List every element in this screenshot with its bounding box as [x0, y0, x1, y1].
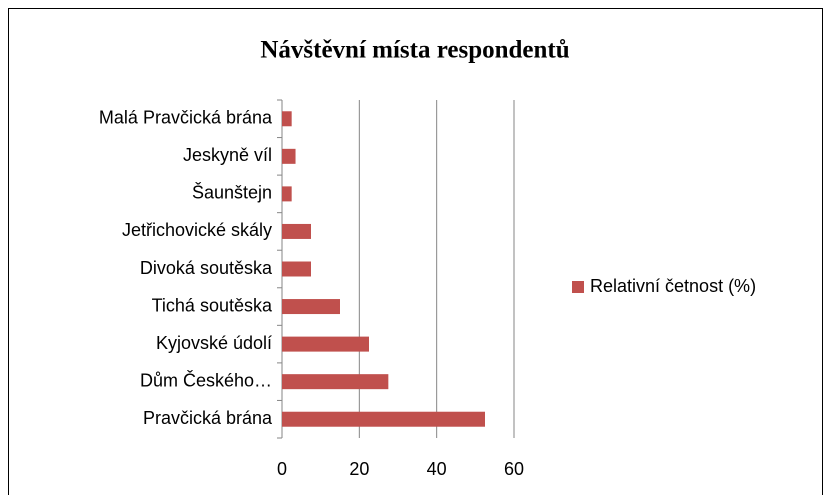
bar [282, 223, 311, 239]
y-tick-label: Dům Českého… [140, 369, 272, 390]
y-tick-label: Jetřichovické skály [122, 220, 272, 240]
y-tick-label: Divoká soutěska [140, 258, 273, 278]
y-tick-label: Jeskyně víl [183, 145, 272, 165]
bar [282, 186, 292, 202]
x-tick-label: 60 [504, 459, 524, 479]
bar [282, 411, 485, 427]
chart-title: Návštěvní místa respondentů [260, 37, 569, 64]
bar [282, 299, 340, 315]
y-tick-label: Tichá soutěska [152, 295, 273, 315]
y-tick-label: Malá Pravčická brána [99, 108, 273, 128]
y-tick-label: Pravčická brána [143, 408, 273, 428]
x-tick-label: 40 [427, 459, 447, 479]
bar [282, 374, 389, 390]
legend-swatch [572, 281, 584, 293]
x-tick-label: 0 [277, 459, 287, 479]
y-tick-label: Kyjovské údolí [156, 333, 272, 353]
x-tick-label: 20 [349, 459, 369, 479]
bar [282, 111, 292, 127]
bar [282, 261, 311, 277]
bar [282, 336, 369, 352]
bar [282, 148, 296, 164]
legend-label: Relativní četnost (%) [590, 276, 756, 296]
y-tick-label: Šaunštejn [192, 182, 272, 203]
